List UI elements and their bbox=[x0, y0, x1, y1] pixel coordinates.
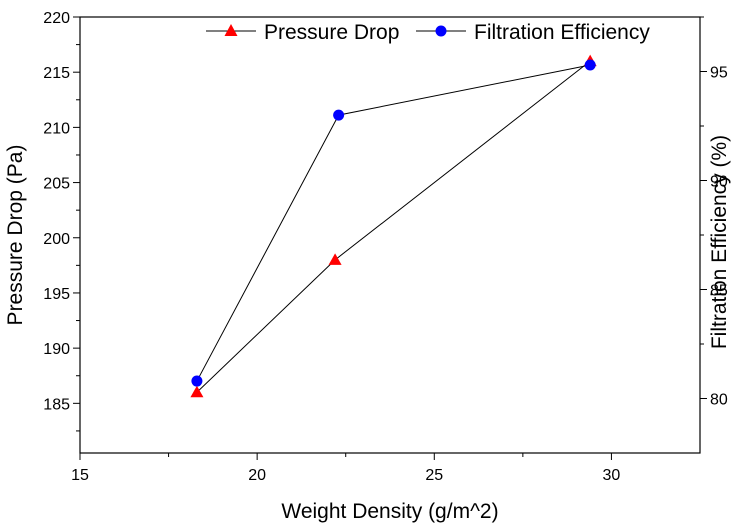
y-tick-label: 210 bbox=[43, 120, 70, 137]
x-tick-label: 20 bbox=[248, 467, 266, 484]
x-tick-label: 30 bbox=[603, 467, 621, 484]
y2-tick-label: 95 bbox=[710, 65, 728, 82]
y-tick-label: 205 bbox=[43, 176, 70, 193]
y-axis-label: Pressure Drop (Pa) bbox=[4, 145, 27, 326]
data-point-filtration-efficiency bbox=[584, 59, 596, 71]
plot-frame bbox=[79, 16, 701, 454]
series-line-filtration-efficiency bbox=[196, 64, 591, 382]
x-axis-label: Weight Density (g/m^2) bbox=[281, 500, 498, 523]
y-tick-label: 185 bbox=[43, 396, 70, 413]
y-tick-label: 200 bbox=[43, 231, 70, 248]
legend-label-filtration-efficiency: Filtration Efficiency bbox=[474, 21, 650, 44]
data-point-pressure-drop bbox=[328, 253, 342, 265]
y-tick-label: 195 bbox=[43, 286, 70, 303]
legend-marker-pressure-drop bbox=[224, 24, 238, 36]
x-tick-label: 15 bbox=[71, 467, 89, 484]
series-layer bbox=[190, 54, 597, 398]
y-tick-label: 215 bbox=[43, 65, 70, 82]
y-tick-label: 220 bbox=[43, 10, 70, 27]
legend-marker-filtration-efficiency bbox=[435, 25, 447, 37]
data-point-pressure-drop bbox=[190, 385, 204, 398]
data-point-filtration-efficiency bbox=[191, 375, 203, 387]
legend-label-pressure-drop: Pressure Drop bbox=[264, 21, 399, 44]
legend: Pressure Drop Filtration Efficiency bbox=[206, 21, 650, 44]
y2-axis-label: Filtration Efficiency (%) bbox=[708, 135, 731, 349]
x-tick-label: 25 bbox=[425, 467, 443, 484]
y2-tick-label: 90 bbox=[710, 174, 728, 191]
data-point-filtration-efficiency bbox=[333, 109, 345, 121]
y2-tick-label: 80 bbox=[710, 392, 728, 409]
axis-ticks: 15 20 25 30 185 190 195 200 205 210 215 220 80 85 90 95 bbox=[43, 10, 728, 484]
y-tick-label: 190 bbox=[43, 341, 70, 358]
series-line-pressure-drop bbox=[196, 60, 591, 393]
y2-tick-label: 85 bbox=[710, 283, 728, 300]
